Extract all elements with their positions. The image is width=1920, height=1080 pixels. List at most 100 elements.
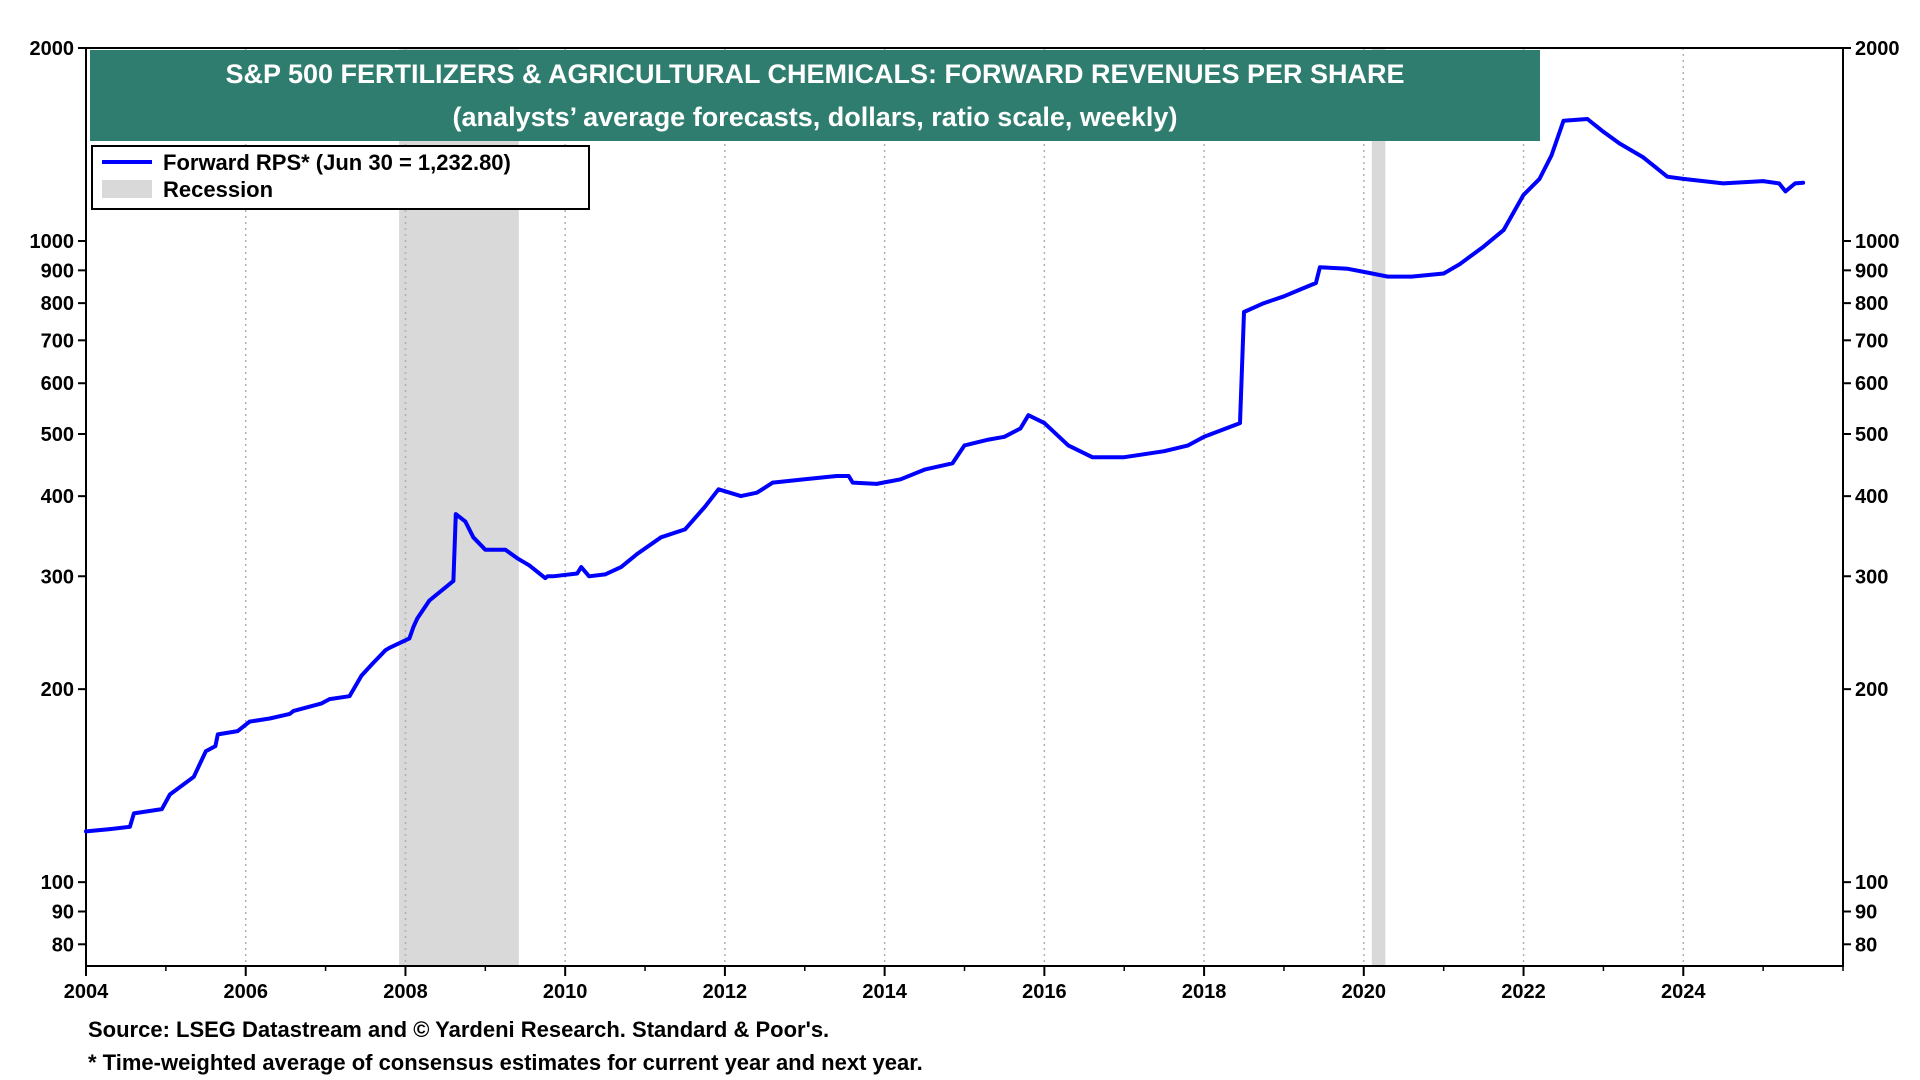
y-tick-label-left-500: 500 (41, 424, 74, 446)
y-tick-label-left-2000: 2000 (30, 38, 75, 60)
series-point-67 (1162, 449, 1166, 454)
x-tick-label-2018: 2018 (1182, 981, 1227, 1003)
series-point-78 (1362, 270, 1366, 274)
series-point-28 (463, 519, 468, 524)
x-tick-label-2008: 2008 (383, 981, 428, 1003)
series-point-44 (683, 527, 687, 532)
series-point-11 (247, 719, 252, 724)
y-tick-label-left-200: 200 (41, 679, 74, 701)
series-point-84 (1501, 228, 1506, 232)
series-point-99 (1793, 181, 1797, 186)
series-point-31 (503, 547, 508, 552)
x-tick-label-2004: 2004 (64, 981, 109, 1003)
y-tick-label-left-100: 100 (41, 872, 74, 894)
y-tick-label-left-400: 400 (41, 486, 74, 508)
chart-subtitle: (analysts’ average forecasts, dollars, r… (453, 102, 1178, 132)
y-tick-label-right-1000: 1000 (1855, 231, 1900, 253)
y-tick-label-right-100: 100 (1855, 872, 1888, 894)
legend-label-recession: Recession (163, 177, 273, 202)
axis-ticks: 2004 2006 2008 2010 2012 2014 2016 2018 2020 2022… (30, 38, 1900, 1003)
legend-frame (91, 145, 590, 210)
x-tick-label-2012: 2012 (703, 981, 748, 1003)
series-point-36 (551, 574, 556, 579)
x-tick-label-2014: 2014 (862, 981, 907, 1003)
series-point-26 (451, 579, 456, 583)
y-tick-label-right-2000: 2000 (1855, 38, 1900, 60)
series-point-53 (850, 480, 855, 485)
series-point-48 (755, 490, 759, 495)
y-tick-label-right-800: 800 (1855, 293, 1888, 315)
series-point-12 (267, 716, 272, 721)
y-tick-label-right-600: 600 (1855, 373, 1888, 395)
series-point-20 (383, 648, 388, 653)
series-point-69 (1202, 435, 1206, 439)
series-point-89 (1585, 117, 1590, 121)
series-point-63 (1042, 421, 1047, 425)
series-point-81 (1441, 271, 1446, 276)
series-point-93 (1665, 174, 1670, 179)
series-point-2 (128, 824, 132, 829)
y-tick-label-right-80: 80 (1855, 934, 1877, 956)
y-tick-label-left-1000: 1000 (30, 231, 75, 253)
series-point-73 (1282, 294, 1286, 299)
series-point-45 (703, 504, 707, 509)
series-point-86 (1537, 177, 1542, 181)
series-point-5 (168, 792, 172, 797)
series-point-35 (545, 574, 550, 579)
series-point-14 (291, 709, 296, 713)
series-point-80 (1409, 274, 1414, 279)
series-point-16 (327, 697, 332, 701)
series-point-97 (1777, 181, 1781, 186)
series-point-51 (834, 474, 839, 478)
series-line-forward-rps (84, 117, 1806, 834)
series-point-43 (659, 535, 663, 540)
series-point-13 (287, 712, 292, 716)
y-tick-label-right-500: 500 (1855, 424, 1888, 446)
series-point-3 (132, 811, 136, 816)
series-point-29 (471, 535, 476, 540)
y-tick-label-left-90: 90 (52, 901, 74, 923)
series-point-30 (483, 547, 488, 552)
legend-recession-swatch (102, 180, 152, 198)
series-point-6 (192, 774, 196, 779)
series-point-7 (203, 749, 208, 754)
series-point-61 (1018, 426, 1023, 431)
series-point-72 (1262, 301, 1266, 305)
series-point-22 (407, 636, 412, 641)
series-point-4 (160, 807, 164, 811)
y-tick-label-left-80: 80 (52, 934, 74, 956)
series-point-60 (1002, 435, 1007, 439)
title-box: S&P 500 FERTILIZERS & AGRICULTURAL CHEMI… (90, 50, 1540, 141)
series-point-38 (579, 565, 583, 569)
series-point-24 (415, 616, 420, 621)
series-point-52 (846, 474, 851, 478)
y-tick-label-left-700: 700 (41, 330, 74, 352)
footnote-note: * Time-weighted average of consensus est… (88, 1050, 923, 1075)
legend: Forward RPS* (Jun 30 = 1,232.80) Recessi… (91, 145, 590, 210)
series-point-21 (387, 646, 392, 650)
series-point-56 (922, 467, 927, 472)
series-point-27 (453, 512, 458, 516)
series-point-100 (1801, 180, 1805, 185)
series-point-32 (515, 556, 520, 561)
series-point-0 (84, 829, 88, 834)
series-point-15 (319, 701, 324, 706)
series-point-94 (1681, 177, 1686, 181)
y-tick-label-right-900: 900 (1855, 260, 1888, 282)
series-point-66 (1122, 455, 1127, 460)
series-point-91 (1617, 141, 1622, 146)
series-layer (84, 117, 1806, 834)
series-point-9 (215, 732, 220, 737)
recession-band-1 (1371, 48, 1386, 966)
series-point-64 (1066, 443, 1071, 448)
series-point-76 (1318, 265, 1322, 270)
series-point-95 (1721, 181, 1726, 186)
series-point-57 (950, 461, 955, 466)
y-tick-label-right-200: 200 (1855, 679, 1888, 701)
series-point-17 (347, 694, 352, 699)
y-tick-label-right-90: 90 (1855, 901, 1877, 923)
series-point-75 (1314, 281, 1318, 285)
y-tick-label-left-600: 600 (41, 373, 74, 395)
series-point-55 (898, 477, 903, 482)
series-point-68 (1186, 443, 1190, 448)
